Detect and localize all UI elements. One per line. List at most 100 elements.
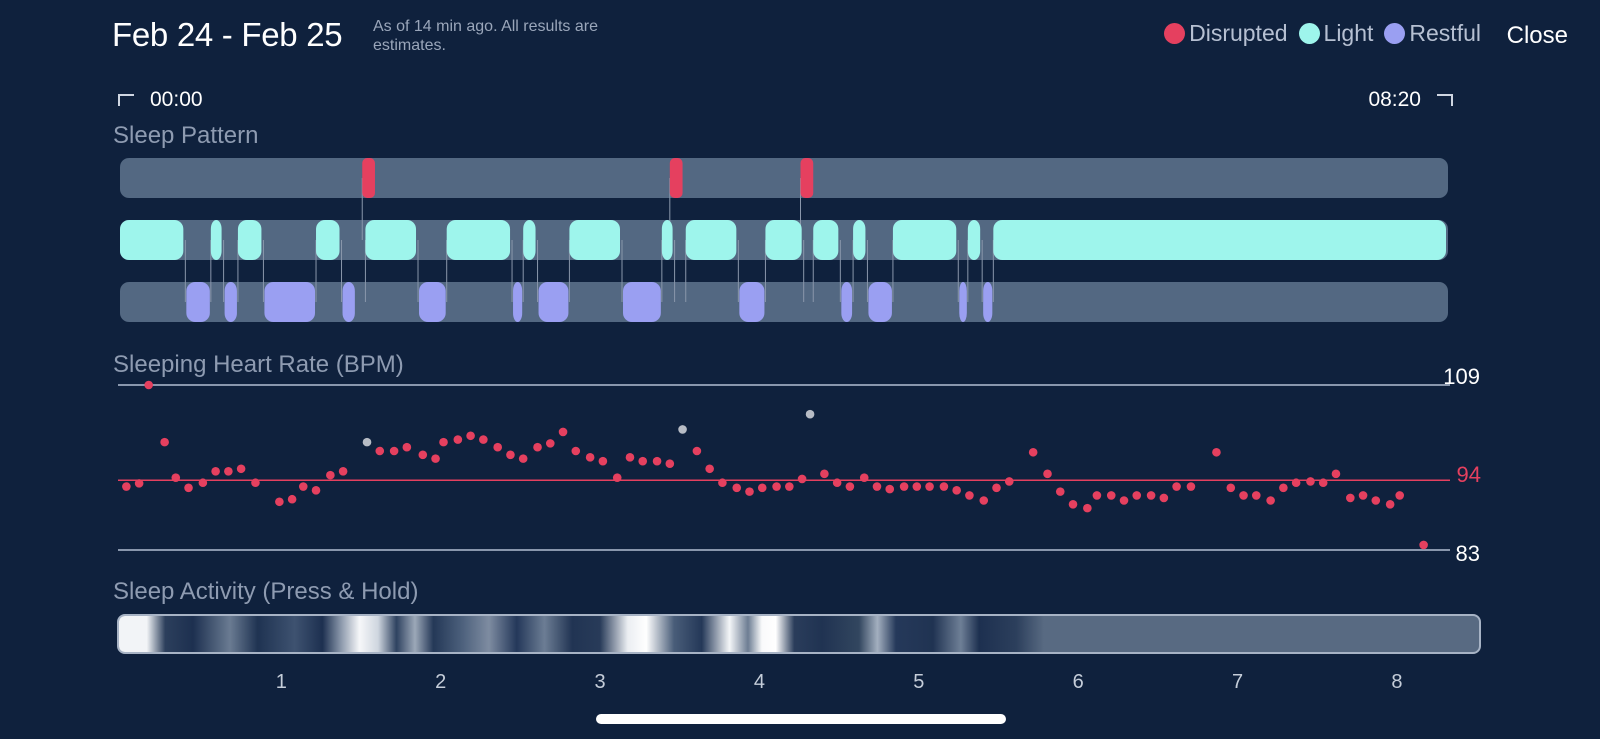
hr-point bbox=[389, 446, 399, 456]
time-range-start: 00:00 bbox=[118, 88, 203, 112]
hr-point bbox=[1132, 491, 1142, 500]
home-indicator[interactable] bbox=[596, 714, 1006, 724]
hr-point bbox=[1266, 496, 1275, 505]
hr-point bbox=[1106, 491, 1116, 500]
restful-segment bbox=[868, 282, 892, 322]
light-segment bbox=[365, 220, 417, 260]
hr-point bbox=[236, 464, 246, 474]
hr-point bbox=[1186, 482, 1196, 491]
hr-point bbox=[1068, 500, 1078, 509]
time-range-end: 08:20 bbox=[1368, 88, 1453, 112]
hr-point bbox=[1239, 491, 1248, 500]
hr-point bbox=[899, 482, 909, 491]
light-segment bbox=[685, 220, 737, 260]
hr-point bbox=[797, 474, 807, 484]
restful-track bbox=[120, 282, 1448, 322]
light-segment bbox=[446, 220, 511, 260]
hr-point bbox=[585, 453, 595, 462]
hr-point bbox=[1028, 447, 1038, 457]
light-dot-icon bbox=[1298, 23, 1320, 44]
hr-point bbox=[122, 482, 131, 491]
hr-point bbox=[211, 467, 220, 476]
range-end-bracket-icon bbox=[1437, 94, 1453, 106]
close-button[interactable]: Close bbox=[1506, 22, 1568, 49]
hr-point bbox=[1279, 483, 1288, 493]
legend-item-restful: Restful bbox=[1384, 20, 1481, 47]
legend: Disrupted Light Restful bbox=[1164, 20, 1492, 47]
start-time-label: 00:00 bbox=[150, 88, 203, 111]
hr-point bbox=[638, 456, 648, 466]
hr-point bbox=[1146, 491, 1156, 500]
hour-tick-label: 6 bbox=[1072, 671, 1084, 693]
restful-segment bbox=[342, 282, 355, 322]
hr-point bbox=[144, 380, 153, 390]
hr-point bbox=[678, 425, 687, 434]
hr-point bbox=[1371, 496, 1381, 505]
sleep-activity-bar[interactable] bbox=[117, 614, 1481, 654]
restful-segment bbox=[538, 282, 569, 322]
hour-tick-label: 3 bbox=[594, 671, 606, 693]
hr-point bbox=[311, 486, 321, 495]
hr-point bbox=[912, 482, 922, 491]
hr-point bbox=[872, 482, 882, 491]
hr-point bbox=[979, 496, 989, 505]
hr-point bbox=[745, 487, 754, 496]
hr-point bbox=[992, 483, 1001, 493]
hr-point bbox=[832, 478, 842, 488]
restful-dot-icon bbox=[1384, 23, 1406, 44]
hr-point bbox=[732, 483, 742, 493]
hr-point bbox=[431, 454, 440, 463]
hr-point bbox=[939, 482, 949, 491]
hr-point bbox=[652, 456, 662, 466]
hr-point bbox=[1212, 447, 1221, 457]
hr-point bbox=[952, 486, 961, 495]
end-time-label: 08:20 bbox=[1368, 88, 1421, 111]
hr-point bbox=[338, 467, 348, 476]
disrupted-segment bbox=[800, 158, 814, 198]
sleep-pattern-title: Sleep Pattern bbox=[113, 122, 259, 149]
hr-point bbox=[785, 482, 794, 491]
date-range-title: Feb 24 - Feb 25 bbox=[112, 16, 343, 53]
hr-point bbox=[171, 473, 181, 482]
hr-average-label: 94 bbox=[1456, 462, 1481, 487]
hr-point bbox=[718, 478, 727, 488]
restful-segment bbox=[264, 282, 316, 322]
hr-point bbox=[1291, 478, 1301, 488]
legend-item-disrupted: Disrupted bbox=[1164, 20, 1288, 47]
hr-point bbox=[598, 456, 608, 466]
hr-max-label: 109 bbox=[1443, 364, 1480, 389]
hr-point bbox=[1119, 496, 1129, 505]
hr-point bbox=[402, 442, 412, 452]
hr-point bbox=[820, 469, 829, 479]
range-start-bracket-icon bbox=[118, 94, 134, 106]
hr-point bbox=[757, 483, 767, 493]
hr-point bbox=[1159, 493, 1169, 503]
hr-point bbox=[1172, 482, 1181, 491]
hr-point bbox=[1251, 491, 1261, 500]
hr-point bbox=[571, 446, 581, 456]
hr-point bbox=[1092, 491, 1102, 500]
hr-point bbox=[545, 439, 555, 448]
hr-point bbox=[1358, 491, 1368, 500]
hr-point bbox=[287, 494, 297, 504]
hr-point bbox=[1419, 540, 1428, 550]
hr-point bbox=[885, 484, 895, 494]
sleep-activity-intensity bbox=[119, 616, 1044, 652]
light-segment bbox=[993, 220, 1446, 260]
light-segment bbox=[210, 220, 222, 260]
hr-point bbox=[1004, 477, 1014, 486]
light-segment bbox=[661, 220, 673, 260]
hr-point bbox=[506, 450, 515, 460]
hr-point bbox=[772, 482, 781, 491]
restful-segment bbox=[739, 282, 765, 322]
hr-point bbox=[558, 427, 568, 437]
hr-point bbox=[1043, 469, 1052, 479]
hour-tick-label: 5 bbox=[913, 671, 925, 693]
light-segment bbox=[237, 220, 262, 260]
hr-point bbox=[466, 431, 475, 441]
restful-segment bbox=[841, 282, 853, 322]
disrupted-segment bbox=[669, 158, 683, 198]
hr-point bbox=[859, 473, 869, 482]
legend-label: Light bbox=[1323, 20, 1374, 46]
